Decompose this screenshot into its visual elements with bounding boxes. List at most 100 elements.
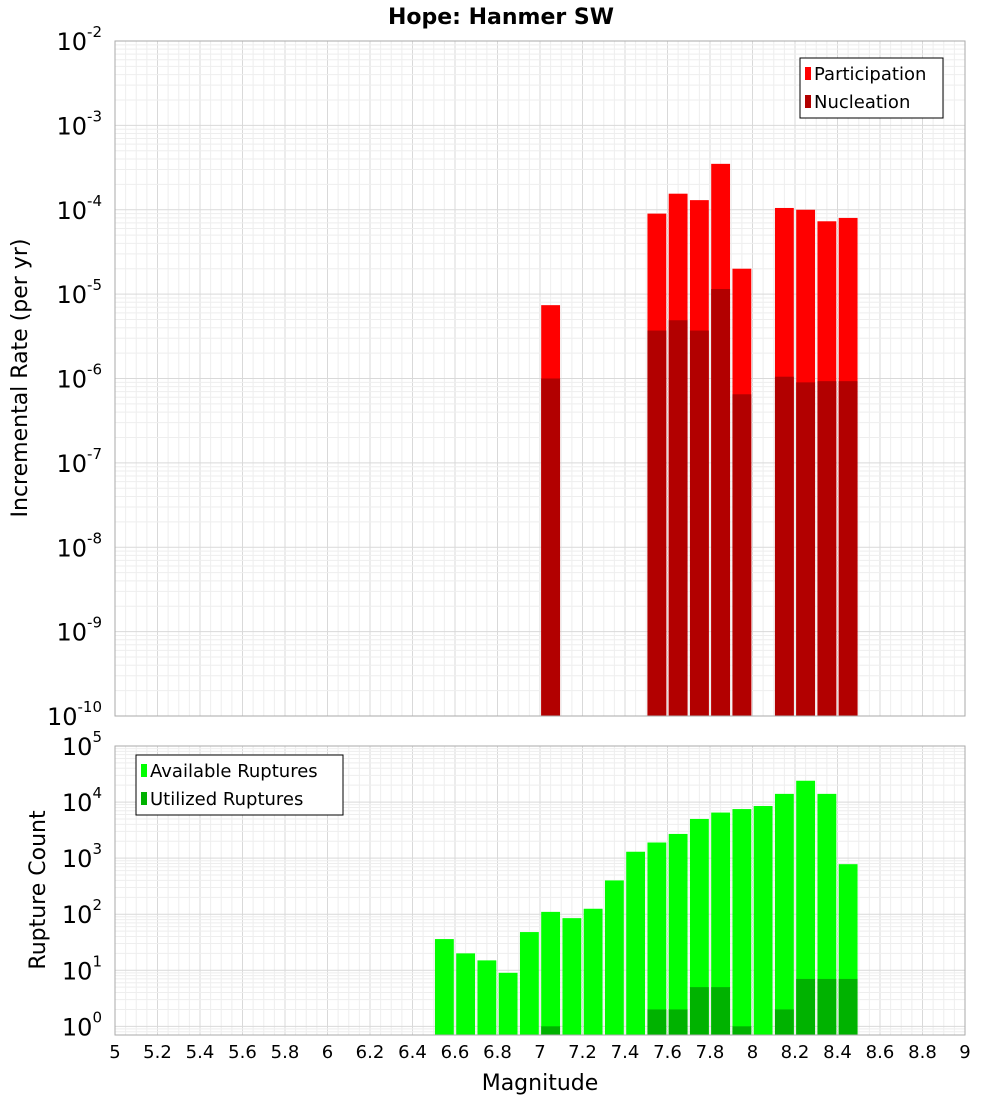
bar-available-15 [753,806,773,1035]
bar-nucleation-8 [817,381,837,716]
y-tick-base: 10 [62,845,93,873]
bar-available-17 [796,780,816,1035]
x-tick-label: 7.2 [568,1042,597,1063]
y-tick-base: 10 [62,901,93,929]
y-tick-label: 10-3 [56,107,102,140]
bar-nucleation-2 [668,320,688,716]
y-tick-label: 102 [62,896,102,929]
x-tick-label: 7 [534,1042,545,1063]
bar-utilized-4 [711,987,731,1035]
bar-available-12 [689,818,709,1035]
bar-nucleation-7 [796,382,816,716]
y-tick-base: 10 [56,281,87,309]
bar-available-18 [817,793,837,1035]
x-tick-label: 8.8 [908,1042,937,1063]
bar-utilized-6 [774,1009,794,1035]
y-tick-exponent: -7 [87,445,102,463]
y-tick-base: 10 [56,366,87,394]
y-tick-label: 103 [62,840,102,873]
bar-available-7 [583,908,603,1035]
legend-box [799,57,944,119]
x-tick-label: 5 [109,1042,120,1063]
y-tick-label: 10-9 [56,614,102,647]
y-tick-label: 10-4 [56,192,102,225]
rate-y-axis-label: Incremental Rate (per yr) [8,239,33,518]
rate-panel: 10-1010-910-810-710-610-510-410-310-2Par… [47,23,966,731]
y-tick-base: 10 [62,1013,93,1041]
y-tick-exponent: 3 [92,840,102,858]
legend-swatch-nucleation [805,95,811,108]
bar-nucleation-5 [732,394,752,716]
bar-available-11 [668,833,688,1035]
y-tick-exponent: 1 [92,952,102,970]
legend: Available Ruptures Utilized Ruptures [135,754,344,816]
bar-utilized-3 [689,987,709,1035]
bar-available-3 [498,972,518,1035]
bar-available-1 [456,953,476,1035]
legend-swatch-available [141,764,147,777]
legend-swatch-participation [805,67,811,80]
bar-available-14 [732,809,752,1035]
plot-frame [114,40,966,717]
x-tick-labels: 5 5.2 5.4 5.6 5.8 6 6.2 6.4 6.6 6.8 7 7.2 7.4 7.6 7.8 8… [109,1042,970,1063]
x-tick-label: 5.6 [228,1042,257,1063]
y-tick-exponent: -4 [87,192,102,210]
legend-label: Nucleation [814,92,910,113]
y-tick-exponent: -6 [87,361,102,379]
x-tick-label: 8.6 [866,1042,895,1063]
bar-nucleation-9 [838,381,858,716]
x-tick-label: 6.2 [356,1042,385,1063]
bar-available-5 [541,911,561,1035]
x-tick-label: 8.4 [823,1042,852,1063]
y-tick-base: 10 [62,789,93,817]
bar-nucleation-4 [711,289,731,716]
x-tick-label: 6.6 [441,1042,470,1063]
y-tick-label: 100 [62,1008,102,1041]
legend-label: Available Ruptures [150,761,318,782]
y-tick-base: 10 [56,619,87,647]
bar-available-0 [434,939,454,1035]
x-tick-label: 7.8 [696,1042,725,1063]
legend-label: Utilized Ruptures [150,789,303,810]
bar-nucleation-6 [774,376,794,716]
x-tick-label: 7.4 [611,1042,640,1063]
y-tick-label: 101 [62,952,102,985]
bar-nucleation-0 [541,378,561,716]
y-tick-exponent: 4 [92,784,102,802]
chart-title: Hope: Hanmer SW [388,5,614,30]
bar-nucleation-1 [647,330,667,716]
bar-available-16 [774,793,794,1035]
y-tick-base: 10 [47,703,78,731]
rupture-count-y-axis-label: Rupture Count [26,810,51,970]
bar-available-4 [519,932,539,1035]
y-tick-exponent: -9 [87,614,102,632]
y-tick-base: 10 [62,957,93,985]
bar-utilized-5 [732,1026,752,1035]
x-tick-label: 8.2 [781,1042,810,1063]
bar-available-9 [626,851,646,1035]
x-tick-label: 9 [959,1042,970,1063]
x-tick-label: 5.8 [271,1042,300,1063]
y-tick-base: 10 [56,112,87,140]
x-tick-label: 5.4 [186,1042,215,1063]
legend: Participation Nucleation [799,57,944,119]
y-tick-label: 10-10 [47,698,102,731]
x-tick-label: 6.4 [398,1042,427,1063]
bar-available-6 [562,918,582,1035]
legend-box [135,754,344,816]
y-tick-base: 10 [56,28,87,56]
y-tick-base: 10 [62,733,93,761]
bar-available-13 [711,812,731,1035]
bar-utilized-7 [796,978,816,1035]
x-tick-label: 8 [747,1042,758,1063]
y-tick-exponent: -5 [87,276,102,294]
bar-available-8 [604,880,624,1035]
bar-utilized-1 [647,1009,667,1035]
bar-utilized-8 [817,978,837,1035]
bar-available-2 [477,960,497,1035]
y-tick-label: 10-6 [56,361,102,394]
plot-frame [114,745,966,1036]
y-tick-base: 10 [56,534,87,562]
bar-utilized-9 [838,978,858,1035]
